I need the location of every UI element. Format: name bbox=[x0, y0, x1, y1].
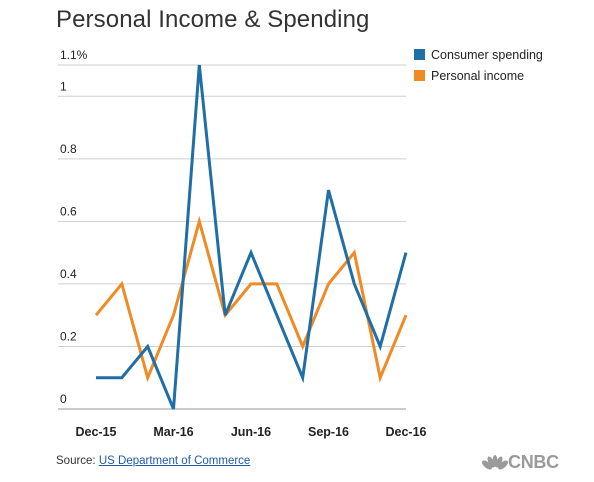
legend-swatch-consumer-spending bbox=[414, 49, 425, 60]
x-tick-label: Mar-16 bbox=[153, 425, 193, 439]
x-tick-label: Sep-16 bbox=[308, 425, 349, 439]
cnbc-logo: CNBC bbox=[482, 452, 559, 473]
x-axis-ticks: Dec-15 Mar-16 Jun-16 Sep-16 Dec-16 bbox=[76, 425, 427, 439]
logo-text: CNBC bbox=[508, 452, 559, 472]
y-tick-label: 0.6 bbox=[60, 204, 77, 218]
x-tick-label: Dec-15 bbox=[76, 425, 117, 439]
series-lines bbox=[94, 64, 408, 410]
legend-swatch-personal-income bbox=[414, 70, 425, 81]
y-tick-label: 0 bbox=[60, 392, 67, 406]
legend-label-personal-income: Personal income bbox=[431, 68, 525, 83]
y-tick-label: 1.1% bbox=[60, 48, 88, 62]
x-tick-label: Jun-16 bbox=[231, 425, 271, 439]
y-axis-ticks: 0 0.2 0.4 0.6 0.8 1 1.1% bbox=[60, 48, 88, 406]
source-link[interactable]: US Department of Commerce bbox=[98, 455, 251, 467]
source-note: Source: US Department of Commerce bbox=[56, 455, 250, 467]
y-tick-label: 1 bbox=[60, 79, 67, 93]
legend-label-consumer-spending: Consumer spending bbox=[431, 47, 543, 62]
legend: Consumer spending Personal income bbox=[414, 44, 543, 86]
series-line-personal-income bbox=[94, 215, 408, 383]
y-tick-label: 0.8 bbox=[60, 142, 77, 156]
y-tick-label: 0.2 bbox=[60, 329, 77, 343]
peacock-icon bbox=[482, 454, 508, 469]
grid-lines bbox=[58, 64, 406, 410]
legend-item-consumer-spending: Consumer spending bbox=[414, 44, 543, 65]
series-line-consumer-spending bbox=[96, 64, 408, 410]
y-tick-label: 0.4 bbox=[60, 267, 77, 281]
legend-item-personal-income: Personal income bbox=[414, 65, 543, 86]
source-label: Source: bbox=[56, 455, 96, 467]
x-tick-label: Dec-16 bbox=[386, 425, 427, 439]
chart-title: Personal Income & Spending bbox=[56, 6, 370, 33]
